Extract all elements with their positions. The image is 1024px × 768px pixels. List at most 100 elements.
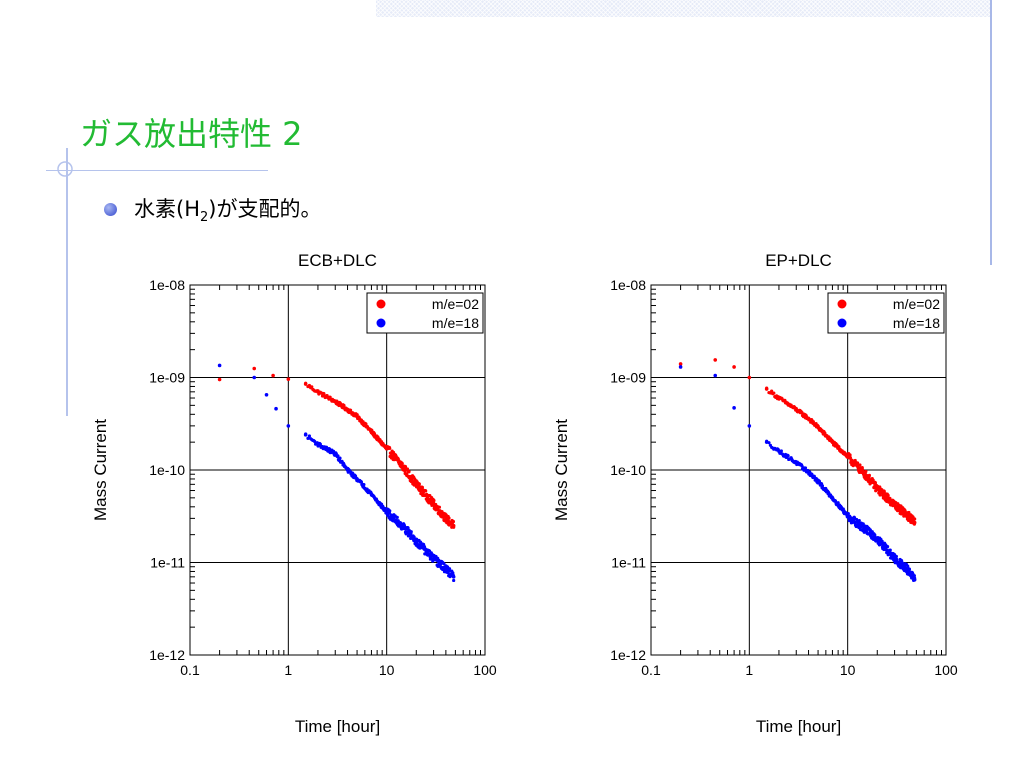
data-point <box>406 526 410 530</box>
right-accent-line <box>990 0 992 265</box>
data-point <box>310 385 314 389</box>
data-point <box>888 496 892 501</box>
data-point <box>447 567 452 571</box>
chart-title: EP+DLC <box>765 251 832 270</box>
legend-label: m/e=18 <box>432 315 479 331</box>
data-point <box>274 406 278 411</box>
data-point <box>907 567 912 571</box>
data-point <box>364 422 368 426</box>
data-point <box>886 493 890 498</box>
x-tick-label: 1 <box>745 662 753 678</box>
left-accent-line <box>66 148 68 416</box>
data-point <box>855 461 860 465</box>
data-point <box>732 365 736 369</box>
data-point <box>447 516 451 520</box>
data-point <box>848 453 852 457</box>
bullet-text-before: 水素(H <box>134 196 200 221</box>
data-point <box>331 449 336 453</box>
data-point <box>888 548 892 552</box>
data-point <box>304 381 308 385</box>
data-point <box>442 562 446 566</box>
data-point <box>452 525 456 529</box>
chart-svg: ECB+DLC 0.1 1 10 100 1e-12 1e-11 1e-10 1e-09 1e-0… <box>91 251 497 736</box>
slide-title: ガス放出特性 2 <box>80 115 303 153</box>
legend-marker <box>376 299 386 309</box>
data-point <box>424 489 428 493</box>
data-point <box>412 535 416 539</box>
data-point <box>271 373 275 378</box>
data-point <box>252 366 257 371</box>
data-point <box>912 522 916 526</box>
data-point <box>338 456 342 460</box>
y-tick-label: 1e-08 <box>610 277 646 293</box>
data-point <box>820 484 825 488</box>
y-tick-label: 1e-12 <box>610 647 646 663</box>
y-axis-label: Mass Current <box>552 419 571 521</box>
data-point <box>407 469 411 474</box>
series-blue <box>217 363 456 583</box>
x-tick-label: 10 <box>840 662 856 678</box>
data-point <box>437 505 442 509</box>
series-red <box>217 366 456 529</box>
y-tick-label: 1e-09 <box>610 370 646 386</box>
data-point <box>899 559 904 563</box>
data-point <box>452 578 456 583</box>
x-tick-label: 100 <box>473 662 497 678</box>
y-tick-label: 1e-10 <box>149 462 185 478</box>
data-point <box>362 482 366 487</box>
chart-title: ECB+DLC <box>298 251 377 270</box>
x-tick-label: 0.1 <box>641 662 661 678</box>
legend: m/e=02 m/e=18 <box>366 292 484 334</box>
data-point <box>913 576 917 580</box>
data-point <box>913 517 917 521</box>
data-point <box>894 554 898 559</box>
data-point <box>313 439 317 444</box>
data-point <box>417 482 421 486</box>
data-point <box>304 432 308 436</box>
x-tick-label: 0.1 <box>180 662 200 678</box>
bullet-text-after: )が支配的。 <box>208 196 322 221</box>
data-point <box>846 512 850 516</box>
y-tick-label: 1e-09 <box>149 370 185 386</box>
data-point <box>878 493 882 497</box>
data-point <box>420 485 424 489</box>
data-point <box>786 454 790 458</box>
y-tick-label: 1e-11 <box>611 555 646 571</box>
top-pattern-band <box>376 0 992 17</box>
data-point <box>388 446 392 451</box>
bullet-item: 水素(H2)が支配的。 <box>104 193 321 225</box>
bullet-text: 水素(H2)が支配的。 <box>134 193 321 225</box>
data-point <box>803 466 808 470</box>
data-point <box>770 389 774 393</box>
data-point <box>678 362 683 366</box>
y-tick-label: 1e-08 <box>149 277 185 293</box>
data-point <box>779 449 783 453</box>
data-point <box>400 462 404 466</box>
chart-ep-dlc: EP+DLC 0.1 1 10 100 1e-12 1e-11 1e-10 1e-09 1e-08… <box>541 240 981 740</box>
data-point <box>451 519 455 524</box>
data-point <box>322 391 326 396</box>
x-tick-label: 10 <box>379 662 395 678</box>
legend-label: m/e=02 <box>432 296 479 312</box>
data-point <box>747 375 752 380</box>
legend: m/e=02 m/e=18 <box>827 292 945 334</box>
series-blue <box>678 365 917 582</box>
series-red <box>678 358 917 526</box>
data-point <box>907 510 911 515</box>
data-point <box>432 498 436 503</box>
data-point <box>252 375 257 380</box>
data-point <box>409 530 413 534</box>
data-point <box>316 389 320 393</box>
x-tick-label: 100 <box>934 662 958 678</box>
legend-label: m/e=18 <box>893 315 940 331</box>
data-point <box>747 424 752 428</box>
data-point <box>864 469 868 474</box>
bullet-icon <box>104 202 117 216</box>
data-point <box>713 358 718 362</box>
data-point <box>858 463 862 467</box>
data-point <box>836 501 840 505</box>
bullet-subscript: 2 <box>199 210 209 226</box>
data-point <box>336 454 340 458</box>
legend-box <box>827 292 945 334</box>
data-point <box>306 436 310 440</box>
